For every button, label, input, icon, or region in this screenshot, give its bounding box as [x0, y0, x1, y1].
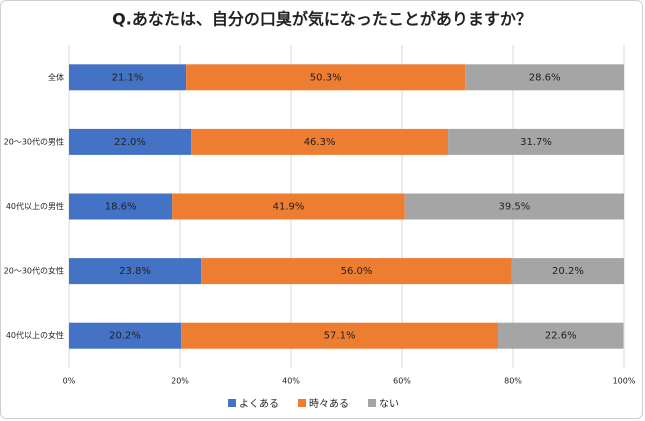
data-label: 56.0%	[341, 266, 373, 277]
legend-swatch	[298, 399, 306, 407]
bar-segment	[201, 258, 512, 285]
data-label: 21.1%	[112, 72, 144, 83]
data-label: 31.7%	[520, 137, 552, 148]
data-label: 28.6%	[529, 72, 561, 83]
x-tick-label: 20%	[171, 377, 189, 386]
data-label: 46.3%	[304, 137, 336, 148]
x-tick-label: 60%	[393, 377, 411, 386]
legend-label: ない	[379, 398, 399, 410]
legend-label: よくある	[239, 398, 279, 410]
bar-segment	[186, 64, 466, 91]
data-label: 22.6%	[545, 331, 577, 342]
bar-segment	[511, 258, 624, 285]
data-label: 22.0%	[114, 137, 146, 148]
y-tick-label: 20～30代の女性	[4, 266, 64, 276]
bar-segment	[172, 193, 405, 220]
data-label: 41.9%	[273, 202, 305, 213]
y-tick-label: 20～30代の男性	[4, 136, 64, 146]
chart-title: Q.あなたは、自分の口臭が気になったことがありますか？	[112, 10, 532, 29]
y-tick-label: 40代以上の男性	[6, 201, 64, 211]
x-tick-label: 80%	[504, 377, 522, 386]
bar-segment	[465, 64, 624, 91]
bar-segment	[191, 128, 449, 155]
bar-segment	[69, 258, 202, 285]
bar-segment	[69, 64, 187, 91]
bar-segment	[498, 322, 624, 349]
x-tick-label: 100%	[613, 377, 636, 386]
data-label: 23.8%	[119, 266, 151, 277]
data-label: 57.1%	[324, 331, 356, 342]
bar-segment	[181, 322, 499, 349]
y-tick-label: 全体	[48, 72, 64, 82]
data-label: 39.5%	[498, 202, 530, 213]
x-tick-label: 0%	[63, 377, 76, 386]
data-label: 20.2%	[109, 331, 141, 342]
data-label: 20.2%	[552, 266, 584, 277]
bar-segment	[404, 193, 624, 220]
bar-segment	[69, 128, 192, 155]
y-tick-label: 40代以上の女性	[6, 330, 64, 340]
legend-swatch	[368, 399, 376, 407]
bar-segment	[69, 193, 173, 220]
data-label: 18.6%	[105, 202, 137, 213]
bar-segment	[448, 128, 624, 155]
bar-segment	[69, 322, 182, 349]
legend-swatch	[228, 399, 236, 407]
x-tick-label: 40%	[282, 377, 300, 386]
legend-label: 時々ある	[309, 398, 349, 410]
data-label: 50.3%	[310, 72, 342, 83]
